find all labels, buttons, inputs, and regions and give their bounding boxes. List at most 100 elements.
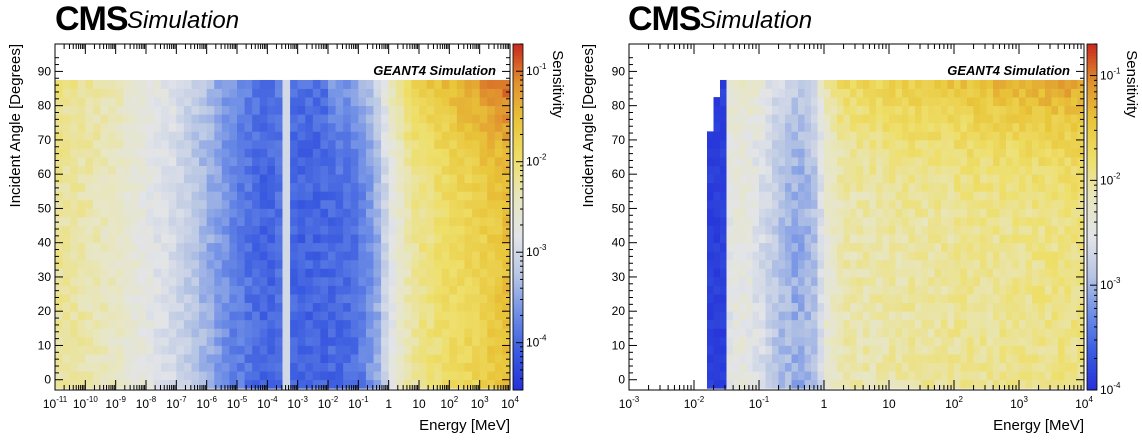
heatmap-cell xyxy=(229,217,238,226)
heatmap-cell xyxy=(494,88,503,98)
heatmap-cell xyxy=(138,191,147,201)
heatmap-cell xyxy=(290,302,299,312)
heatmap-cell xyxy=(1077,88,1085,98)
heatmap-cell xyxy=(168,122,177,132)
heatmap-cell xyxy=(282,105,291,115)
heatmap-cell xyxy=(973,182,981,192)
heatmap-cell xyxy=(199,259,208,269)
heatmap-cell xyxy=(161,285,170,295)
heatmap-cell xyxy=(882,217,890,226)
heatmap-cell xyxy=(176,114,185,124)
heatmap-cell xyxy=(62,345,71,355)
heatmap-cell xyxy=(837,148,844,158)
heatmap-cell xyxy=(252,311,261,321)
heatmap-cell xyxy=(863,217,870,226)
heatmap-cell xyxy=(713,105,721,115)
heatmap-cell xyxy=(947,311,955,321)
heatmap-cell xyxy=(1077,217,1085,226)
heatmap-cell xyxy=(817,276,825,286)
heatmap-cell xyxy=(1019,319,1026,329)
heatmap-cell xyxy=(123,268,132,278)
heatmap-cell xyxy=(752,371,760,381)
heatmap-cell xyxy=(739,191,747,201)
heatmap-cell xyxy=(941,311,948,321)
heatmap-cell xyxy=(312,208,321,218)
heatmap-cell xyxy=(403,122,412,132)
y-tick-label: 0 xyxy=(618,373,625,387)
heatmap-cell xyxy=(267,97,276,107)
heatmap-cell xyxy=(921,105,929,115)
heatmap-cell xyxy=(785,328,792,338)
heatmap-cell xyxy=(778,294,786,304)
heatmap-cell xyxy=(1045,345,1052,355)
heatmap-cell xyxy=(85,97,94,107)
heatmap-cell xyxy=(876,217,883,226)
heatmap-cell xyxy=(707,217,714,226)
heatmap-cell xyxy=(720,139,727,149)
heatmap-cell xyxy=(70,285,79,295)
heatmap-cell xyxy=(973,174,981,184)
heatmap-cell xyxy=(1038,251,1046,261)
heatmap-cell xyxy=(396,268,405,278)
heatmap-cell xyxy=(62,379,71,389)
heatmap-cell xyxy=(967,225,974,235)
heatmap-cell xyxy=(1012,182,1020,192)
heatmap-cell xyxy=(434,105,443,115)
heatmap-cell xyxy=(297,311,306,321)
heatmap-cell xyxy=(772,157,779,167)
heatmap-cell xyxy=(843,182,851,192)
heatmap-cell xyxy=(267,354,276,363)
heatmap-cell xyxy=(403,114,412,124)
heatmap-cell xyxy=(62,276,71,286)
heatmap-cell xyxy=(502,208,511,218)
heatmap-cell xyxy=(161,182,170,192)
heatmap-cell xyxy=(1012,311,1020,321)
heatmap-cell xyxy=(778,88,786,98)
heatmap-cell xyxy=(373,208,382,218)
heatmap-cell xyxy=(320,311,329,321)
heatmap-cell xyxy=(785,311,792,321)
heatmap-cell xyxy=(161,114,170,124)
heatmap-cell xyxy=(274,174,283,184)
heatmap-cell xyxy=(1006,79,1013,89)
heatmap-cell xyxy=(999,148,1007,158)
heatmap-cell xyxy=(449,234,458,244)
heatmap-cell xyxy=(153,105,162,115)
heatmap-cell xyxy=(464,319,473,329)
heatmap-cell xyxy=(1051,336,1059,346)
heatmap-cell xyxy=(765,319,773,329)
heatmap-cell xyxy=(77,336,86,346)
heatmap-cell xyxy=(973,251,981,261)
heatmap-cell xyxy=(55,88,63,98)
heatmap-cell xyxy=(494,139,503,149)
heatmap-cell xyxy=(1058,336,1065,346)
heatmap-cell xyxy=(70,217,79,226)
heatmap-cell xyxy=(746,362,753,372)
heatmap-cell xyxy=(221,79,230,89)
heatmap-cell xyxy=(707,199,714,209)
heatmap-cell xyxy=(403,336,412,346)
heatmap-cell xyxy=(954,105,961,115)
heatmap-cell xyxy=(733,311,740,321)
heatmap-cell xyxy=(908,122,916,132)
heatmap-cell xyxy=(419,319,427,329)
heatmap-cell xyxy=(55,174,63,184)
heatmap-cell xyxy=(772,319,779,329)
color-bar-segment xyxy=(513,165,523,169)
heatmap-cell xyxy=(456,122,465,132)
heatmap-cell xyxy=(1077,268,1085,278)
heatmap-cell xyxy=(772,165,779,175)
heatmap-cell xyxy=(785,294,792,304)
heatmap-cell xyxy=(843,217,851,226)
heatmap-cell xyxy=(869,311,877,321)
heatmap-cell xyxy=(876,345,883,355)
heatmap-cell xyxy=(146,88,154,98)
heatmap-cell xyxy=(850,302,857,312)
heatmap-cell xyxy=(1071,336,1078,346)
heatmap-cell xyxy=(830,148,838,158)
heatmap-cell xyxy=(191,97,200,107)
heatmap-cell xyxy=(153,379,162,389)
simulation-label: Simulation xyxy=(700,7,812,34)
heatmap-cell xyxy=(1051,362,1059,372)
heatmap-cell xyxy=(123,105,132,115)
